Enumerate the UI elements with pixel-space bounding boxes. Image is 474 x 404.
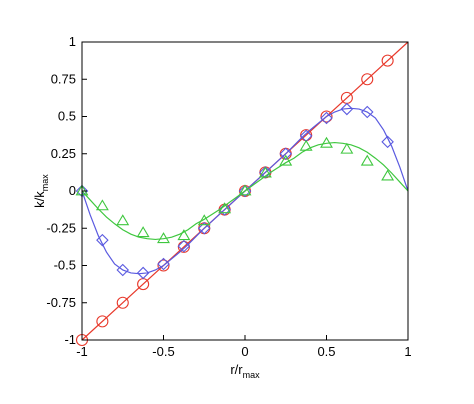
triangle-marker	[320, 136, 333, 148]
x-tick-label: 1	[404, 344, 411, 359]
diamond-marker	[320, 111, 333, 125]
x-tick-label: -1	[76, 344, 88, 359]
x-tick-label: -0.5	[152, 344, 174, 359]
diamond-marker	[381, 135, 394, 149]
triangle-marker	[218, 202, 232, 214]
circle-marker	[157, 259, 170, 272]
diamond-marker	[157, 257, 170, 271]
y-tick-label: 0.5	[58, 109, 76, 124]
triangle-marker	[95, 199, 109, 211]
x-axis-label: r/rmax	[230, 362, 260, 380]
diamond-marker	[340, 102, 354, 116]
triangle-marker	[238, 184, 252, 196]
diamond-marker	[238, 184, 252, 198]
tick-layer: -1 -0.5 0 0.5 1 -1 -0.75 -0.5 -0.25 0 0.25 0.5 0.75 1	[46, 34, 411, 359]
y-tick-label: 1	[69, 34, 76, 49]
diamond-marker	[116, 263, 130, 277]
triangle-marker	[360, 154, 374, 166]
y-tick-label: 0.25	[51, 146, 76, 161]
triangle-marker	[279, 154, 293, 166]
circle-marker	[381, 54, 394, 67]
series-line	[81, 141, 409, 241]
series-3	[75, 136, 409, 244]
diamond-marker	[259, 166, 272, 179]
diamond-marker	[96, 233, 109, 247]
y-tick-label: 0	[69, 183, 76, 198]
triangle-marker	[116, 214, 130, 226]
y-tick-label: -0.75	[46, 295, 76, 310]
y-tick-label: -0.5	[54, 258, 76, 273]
triangle-marker	[258, 166, 272, 178]
diamond-marker	[177, 239, 191, 253]
y-axis-label: k/kmax	[32, 174, 50, 208]
circle-marker	[96, 315, 109, 328]
triangle-marker	[136, 226, 150, 238]
circle-marker	[361, 73, 374, 86]
triangle-marker	[381, 169, 395, 181]
series-layer	[75, 41, 409, 347]
y-tick-label: -1	[64, 332, 76, 347]
circle-marker	[116, 296, 129, 309]
diamond-marker	[136, 266, 150, 280]
triangle-marker	[299, 139, 313, 151]
x-axis-label-main: r/r	[230, 362, 243, 377]
y-axis-label-subscript: max	[40, 174, 50, 192]
diamond-marker	[360, 105, 374, 119]
triangle-marker	[157, 232, 170, 244]
diamond-marker	[197, 221, 211, 235]
y-axis-label-main: k/k	[32, 191, 47, 208]
y-tick-label: 0.75	[51, 71, 76, 86]
x-axis-label-subscript: max	[243, 370, 261, 380]
triangle-marker	[177, 229, 191, 241]
diamond-marker	[279, 147, 293, 161]
y-tick-label: -0.25	[46, 220, 76, 235]
x-tick-label: 0.5	[317, 344, 335, 359]
triangle-marker	[197, 214, 211, 226]
x-tick-label: 0	[241, 344, 248, 359]
diamond-marker	[218, 203, 231, 216]
circle-marker	[320, 110, 333, 123]
triangle-marker	[340, 142, 354, 154]
